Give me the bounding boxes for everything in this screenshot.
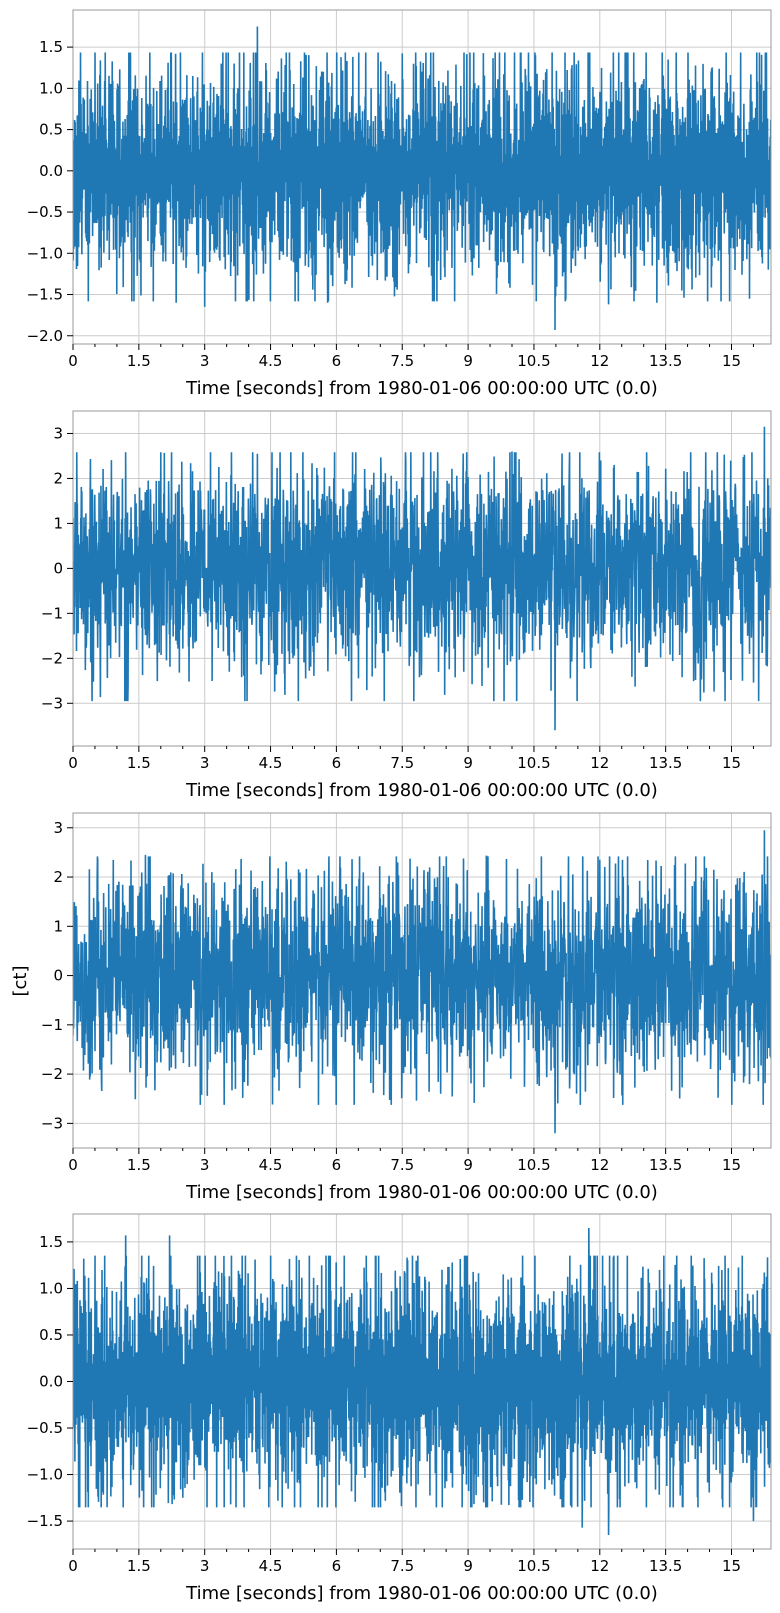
x-tick-label: 10.5 [517, 352, 550, 370]
x-tick-label: 7.5 [390, 1156, 414, 1174]
x-tick-label: 0 [68, 1156, 78, 1174]
x-axis-label: Time [seconds] from 1980-01-06 00:00:00 … [185, 780, 658, 801]
y-tick-label: −2.0 [27, 327, 63, 345]
y-tick-label: 1 [53, 514, 63, 532]
y-tick-label: 1.0 [39, 1279, 63, 1297]
series-line [73, 1227, 771, 1536]
y-tick-label: 0.0 [39, 1373, 63, 1391]
y-tick-label: 1.5 [39, 1233, 63, 1251]
x-tick-label: 12 [590, 352, 609, 370]
x-tick-label: 15 [722, 754, 741, 772]
x-tick-label: 9 [463, 1156, 473, 1174]
y-tick-label: 2 [53, 868, 63, 886]
y-tick-label: 2 [53, 469, 63, 487]
x-tick-label: 1.5 [127, 754, 151, 772]
x-tick-label: 1.5 [127, 1156, 151, 1174]
x-tick-label: 9 [463, 754, 473, 772]
x-tick-label: 15 [722, 1557, 741, 1575]
x-tick-label: 6 [332, 754, 342, 772]
x-tick-label: 15 [722, 352, 741, 370]
x-tick-label: 0 [68, 352, 78, 370]
x-tick-label: 3 [200, 1156, 210, 1174]
x-tick-label: 12 [590, 1156, 609, 1174]
y-tick-label: 1.5 [39, 38, 63, 56]
x-tick-label: 1.5 [127, 1557, 151, 1575]
series-line [73, 426, 771, 731]
y-tick-label: −0.5 [27, 1419, 63, 1437]
y-tick-label: 0 [53, 559, 63, 577]
axes-frame [72, 812, 772, 1149]
y-tick-label: 0.0 [39, 162, 63, 180]
y-tick-label: 3 [53, 424, 63, 442]
x-tick-label: 13.5 [649, 1557, 682, 1575]
y-tick-label: 1 [53, 917, 63, 935]
chart-panel-3: 0 1.5 3 4.5 6 7.5 9 10.5 12 13.5 15 3 2 1 0 −1 −2 −3 Time … [41, 812, 772, 1203]
y-tick-label: 3 [53, 819, 63, 837]
chart-panel-2: 0 1.5 3 4.5 6 7.5 9 10.5 12 13.5 15 3 2 1 0 −1 −2 −3 Time … [41, 410, 772, 801]
y-tick-label: 0 [53, 967, 63, 985]
x-tick-label: 15 [722, 1156, 741, 1174]
x-tick-label: 9 [463, 1557, 473, 1575]
chart-panel-1: 0 1.5 3 4.5 6 7.5 9 10.5 12 13.5 15 1.5 1.0 0.5 0.0 −0.… [27, 9, 772, 399]
x-tick-label: 3 [200, 352, 210, 370]
x-axis-label: Time [seconds] from 1980-01-06 00:00:00 … [185, 378, 658, 399]
x-tick-label: 10.5 [517, 754, 550, 772]
y-tick-label: −1.0 [27, 1466, 63, 1484]
y-tick-label: −2 [41, 1065, 63, 1083]
series-line [73, 26, 771, 330]
series-line [73, 830, 771, 1134]
x-tick-label: 1.5 [127, 352, 151, 370]
y-tick-label: −3 [41, 694, 63, 712]
x-tick-label: 13.5 [649, 754, 682, 772]
y-tick-label: −1.0 [27, 244, 63, 262]
x-tick-label: 3 [200, 754, 210, 772]
x-tick-label: 7.5 [390, 1557, 414, 1575]
x-axis-label: Time [seconds] from 1980-01-06 00:00:00 … [185, 1182, 658, 1203]
y-tick-label: 1.0 [39, 79, 63, 97]
chart-panel-4: 0 1.5 3 4.5 6 7.5 9 10.5 12 13.5 15 1.5 1.0 0.5 0.0 −0.… [27, 1213, 772, 1604]
x-tick-label: 3 [200, 1557, 210, 1575]
axes-frame [72, 410, 772, 747]
x-tick-label: 4.5 [259, 352, 283, 370]
x-tick-label: 6 [332, 1156, 342, 1174]
x-tick-label: 13.5 [649, 1156, 682, 1174]
y-tick-label: −2 [41, 649, 63, 667]
x-tick-label: 10.5 [517, 1557, 550, 1575]
panels: 0 1.5 3 4.5 6 7.5 9 10.5 12 13.5 151.51.00.50.0−0.… [27, 9, 772, 1604]
y-tick-label: −1.5 [27, 286, 63, 304]
y-tick-label: −1.5 [27, 1512, 63, 1530]
x-tick-label: 12 [590, 754, 609, 772]
y-tick-label: −0.5 [27, 203, 63, 221]
x-axis-label: Time [seconds] from 1980-01-06 00:00:00 … [185, 1583, 658, 1604]
axes-frame [72, 9, 772, 345]
shared-ylabel: [ct] [10, 966, 31, 997]
x-tick-label: 7.5 [390, 352, 414, 370]
y-tick-label: −1 [41, 604, 63, 622]
x-tick-label: 0 [68, 1557, 78, 1575]
x-tick-label: 7.5 [390, 754, 414, 772]
x-tick-label: 6 [332, 1557, 342, 1575]
y-tick-label: 0.5 [39, 1326, 63, 1344]
x-tick-label: 4.5 [259, 754, 283, 772]
y-tick-label: 0.5 [39, 121, 63, 139]
x-tick-label: 4.5 [259, 1557, 283, 1575]
x-tick-label: 10.5 [517, 1156, 550, 1174]
x-tick-label: 12 [590, 1557, 609, 1575]
x-tick-label: 6 [332, 352, 342, 370]
x-tick-label: 4.5 [259, 1156, 283, 1174]
x-tick-label: 9 [463, 352, 473, 370]
x-tick-label: 13.5 [649, 352, 682, 370]
y-tick-label: −1 [41, 1016, 63, 1034]
y-tick-label: −3 [41, 1114, 63, 1132]
x-tick-label: 0 [68, 754, 78, 772]
